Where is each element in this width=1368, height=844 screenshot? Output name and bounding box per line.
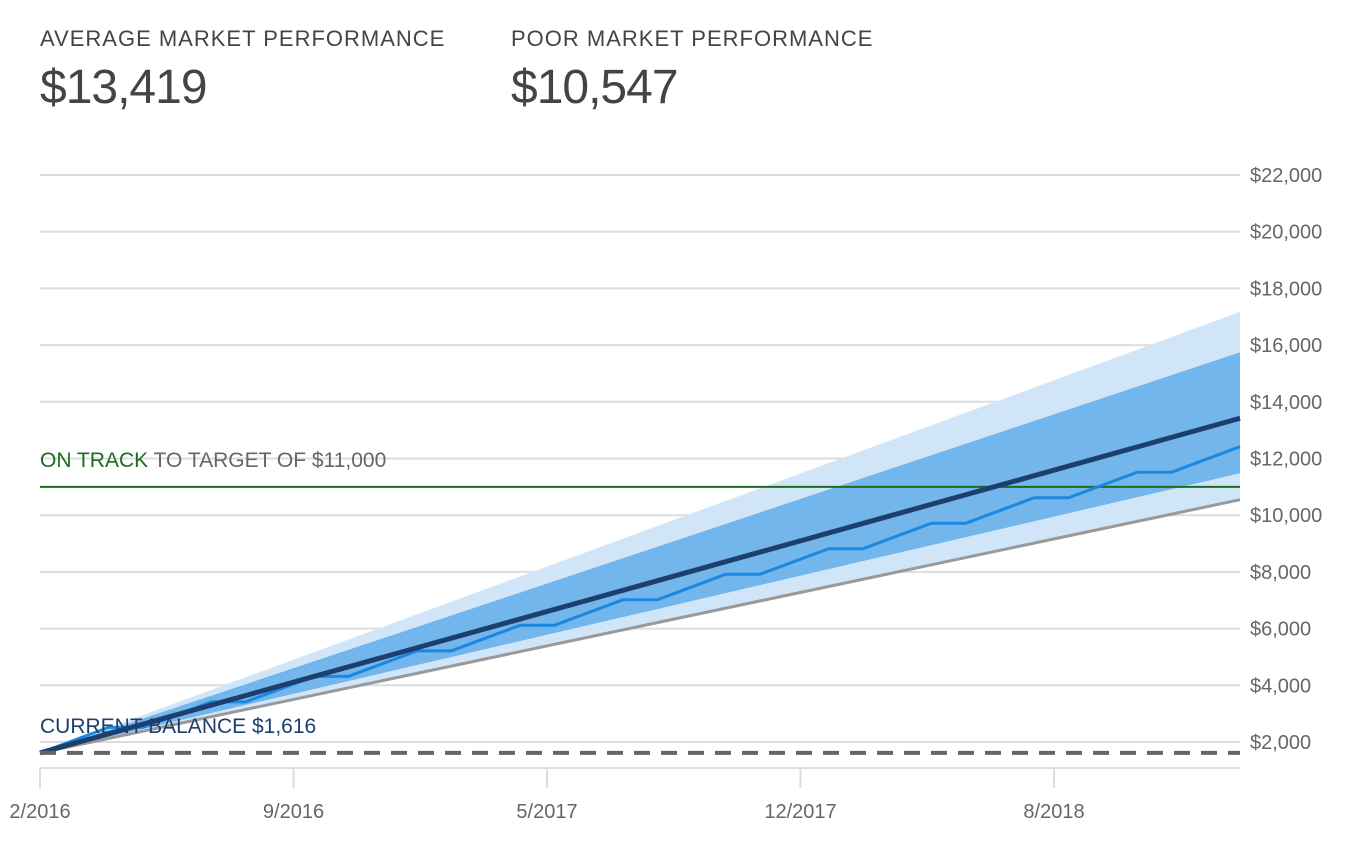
- projection-line: [39, 445, 1241, 755]
- y-tick-label: $12,000: [1250, 449, 1322, 471]
- outer-range-band: [40, 311, 1240, 753]
- y-tick-label: $16,000: [1250, 335, 1322, 357]
- target-status: ON TRACK: [40, 449, 148, 472]
- x-tick-label: 9/2016: [263, 801, 324, 823]
- average-performance-value: $13,419: [40, 61, 208, 114]
- poor-market-line: [39, 498, 1241, 755]
- y-tick-label: $4,000: [1250, 675, 1311, 697]
- x-tick-label: 8/2018: [1023, 801, 1084, 823]
- y-tick-label: $10,000: [1250, 505, 1322, 527]
- poor-performance-label: POOR MARKET PERFORMANCE: [511, 26, 874, 51]
- poor-performance-value: $10,547: [511, 61, 679, 114]
- current-balance-label: CURRENT BALANCE $1,616: [40, 715, 316, 738]
- y-tick-label: $8,000: [1250, 562, 1311, 584]
- target-annotation: ON TRACK TO TARGET OF $11,000: [40, 449, 386, 472]
- x-tick-label: 12/2017: [764, 801, 836, 823]
- average-market-line: [39, 415, 1241, 756]
- average-performance-label: AVERAGE MARKET PERFORMANCE: [40, 26, 446, 51]
- x-tick-label: 2/2016: [9, 801, 70, 823]
- target-text: TO TARGET OF $11,000: [148, 449, 386, 472]
- y-tick-label: $18,000: [1250, 278, 1322, 300]
- inner-range-band: [40, 352, 1240, 753]
- y-tick-label: $14,000: [1250, 392, 1322, 414]
- y-tick-label: $6,000: [1250, 619, 1311, 641]
- y-tick-label: $2,000: [1250, 732, 1311, 754]
- poor-performance-stat: POOR MARKET PERFORMANCE $10,547: [511, 26, 873, 115]
- y-tick-label: $22,000: [1250, 165, 1322, 187]
- y-tick-label: $20,000: [1250, 222, 1322, 244]
- x-tick-label: 5/2017: [516, 801, 577, 823]
- average-performance-stat: AVERAGE MARKET PERFORMANCE $13,419: [40, 26, 445, 115]
